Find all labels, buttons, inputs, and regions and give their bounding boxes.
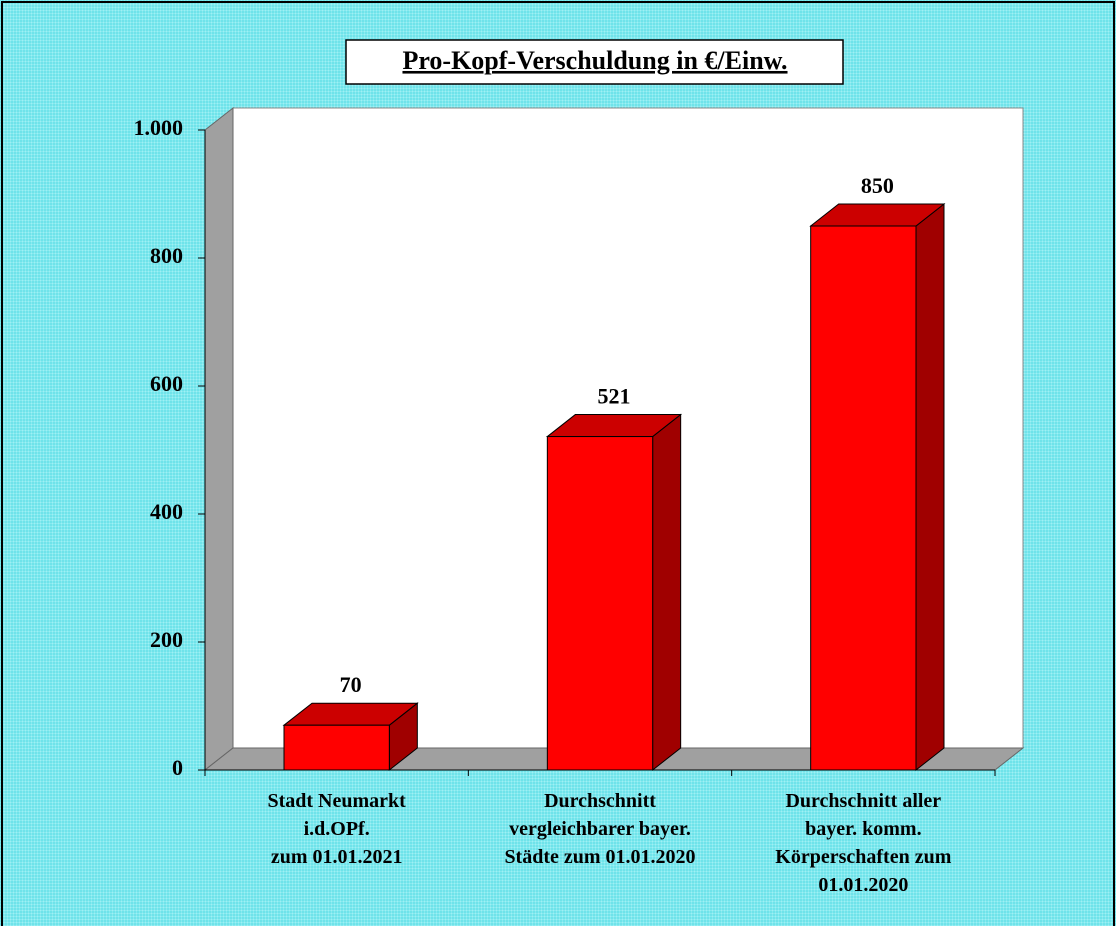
side-wall [204,106,234,772]
value-label: 850 [861,173,894,198]
x-tick-label: Durchschnitt aller bayer. komm. Körpersc… [775,790,952,896]
x-tick-label: Durchschnitt vergleichbarer bayer. Städt… [504,790,696,868]
title-box [345,39,844,85]
value-label: 70 [340,672,362,697]
y-tick-label: 600 [150,371,183,396]
y-tick-label: 400 [150,499,183,524]
y-tick-label: 1.000 [134,115,184,140]
y-tick-label: 0 [172,755,183,780]
bar [809,202,946,772]
bar [545,413,683,772]
x-tick-label: Stadt Neumarkt i.d.OPf. zum 01.01.2021 [267,790,406,868]
bar-side [915,202,945,772]
chart-title: Pro-Kopf-Verschuldung in €/Einw. [402,46,787,75]
bar-front [546,436,654,771]
y-tick-label: 800 [150,243,183,268]
y-tick-label: 200 [150,627,183,652]
bar-front [283,724,390,771]
bar [282,702,419,772]
value-label: 521 [598,384,631,409]
bar-side [652,413,682,772]
bar-front [810,225,917,771]
